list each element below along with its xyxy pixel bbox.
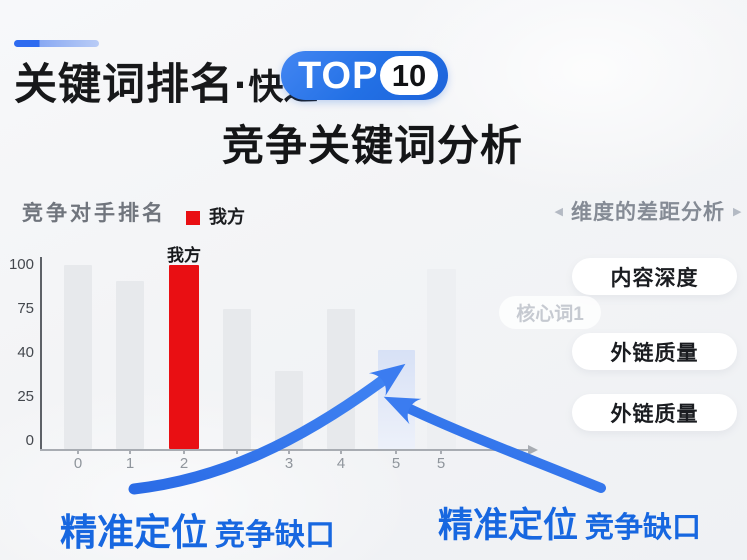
competitor-bar	[275, 370, 303, 449]
chart-title: 竞争对手排名	[22, 202, 166, 225]
x-axis-tick-label: 4	[336, 455, 346, 472]
x-axis-line	[40, 449, 528, 451]
competitor-bar	[327, 309, 355, 449]
competitor-bar	[64, 265, 92, 449]
y-axis-tick-label: 25	[17, 388, 34, 405]
faded-core-keyword-pill: 核心词1	[499, 296, 601, 329]
page-subtitle: 竞争关键词分析	[222, 122, 524, 169]
pill-label: 内容深度	[610, 266, 699, 290]
pill-label: 外链质量	[610, 402, 699, 426]
callout-left: 精准定位 竞争缺口	[60, 502, 335, 556]
dimension-pill-content-depth: 内容深度	[572, 258, 737, 295]
panel-header: ◀ 维度的差距分析 ▶	[548, 196, 747, 226]
dimension-pill-backlink-quality-2: 外链质量	[572, 394, 737, 431]
title-main-text: 关键词排名	[14, 61, 234, 109]
chevron-left-icon: ◀	[554, 205, 563, 218]
our-rank-bar	[169, 265, 199, 449]
x-axis-tick	[77, 449, 79, 454]
chart-legend: 我方	[186, 203, 245, 229]
chevron-right-icon: ▶	[733, 205, 742, 218]
gap-highlight-bar	[377, 350, 415, 449]
x-axis-tick	[236, 449, 238, 454]
callout-right: 精准定位 竞争缺口	[438, 497, 701, 548]
x-axis-tick-label: 0	[73, 455, 83, 472]
x-axis-tick	[129, 449, 131, 454]
our-bar-annotation: 我方	[167, 246, 201, 265]
pill-label: 外链质量	[610, 341, 699, 365]
y-axis-tick-label: 40	[17, 344, 34, 361]
competitor-bar	[426, 268, 456, 449]
y-axis-tick-label: 0	[25, 432, 34, 449]
x-axis-tick-label: 5	[436, 455, 446, 472]
x-axis-tick	[340, 449, 342, 454]
panel-header-text: 维度的差距分析	[571, 201, 725, 224]
callout-rest-text: 竞争缺口	[585, 512, 702, 544]
y-axis-tick-label: 75	[17, 300, 34, 317]
x-axis-tick-label: 1	[125, 455, 135, 472]
title-separator-dot: ·	[234, 61, 249, 109]
top10-number-pill: 10	[380, 56, 438, 95]
callout-bold-text: 精准定位	[438, 506, 579, 545]
legend-swatch-red	[186, 210, 200, 225]
x-axis-tick	[183, 449, 185, 454]
page-title: 关键词排名·快速	[14, 50, 318, 112]
competitor-bar	[116, 280, 144, 449]
x-axis-tick-label: 5	[391, 455, 401, 472]
x-axis-tick-label: 3	[284, 455, 294, 472]
callout-bold-text: 精准定位	[60, 512, 208, 553]
y-axis-line	[40, 257, 42, 450]
y-axis-tick-label: 100	[8, 256, 34, 273]
legend-label: 我方	[209, 207, 245, 227]
title-accent-bar	[14, 40, 99, 47]
x-axis-tick	[288, 449, 290, 454]
x-axis-arrow-icon	[528, 445, 538, 455]
top10-badge: TOP 10	[281, 51, 448, 100]
competitor-bar	[223, 309, 251, 449]
x-axis-tick	[440, 449, 442, 454]
top-badge-label: TOP	[298, 55, 379, 97]
x-axis-tick	[395, 449, 397, 454]
dimension-pill-backlink-quality: 外链质量	[572, 333, 737, 370]
callout-rest-text: 竞争缺口	[215, 519, 335, 552]
top10-number: 10	[391, 57, 427, 93]
x-axis-tick-label: 2	[179, 455, 189, 472]
pill-label: 核心词1	[516, 304, 584, 325]
